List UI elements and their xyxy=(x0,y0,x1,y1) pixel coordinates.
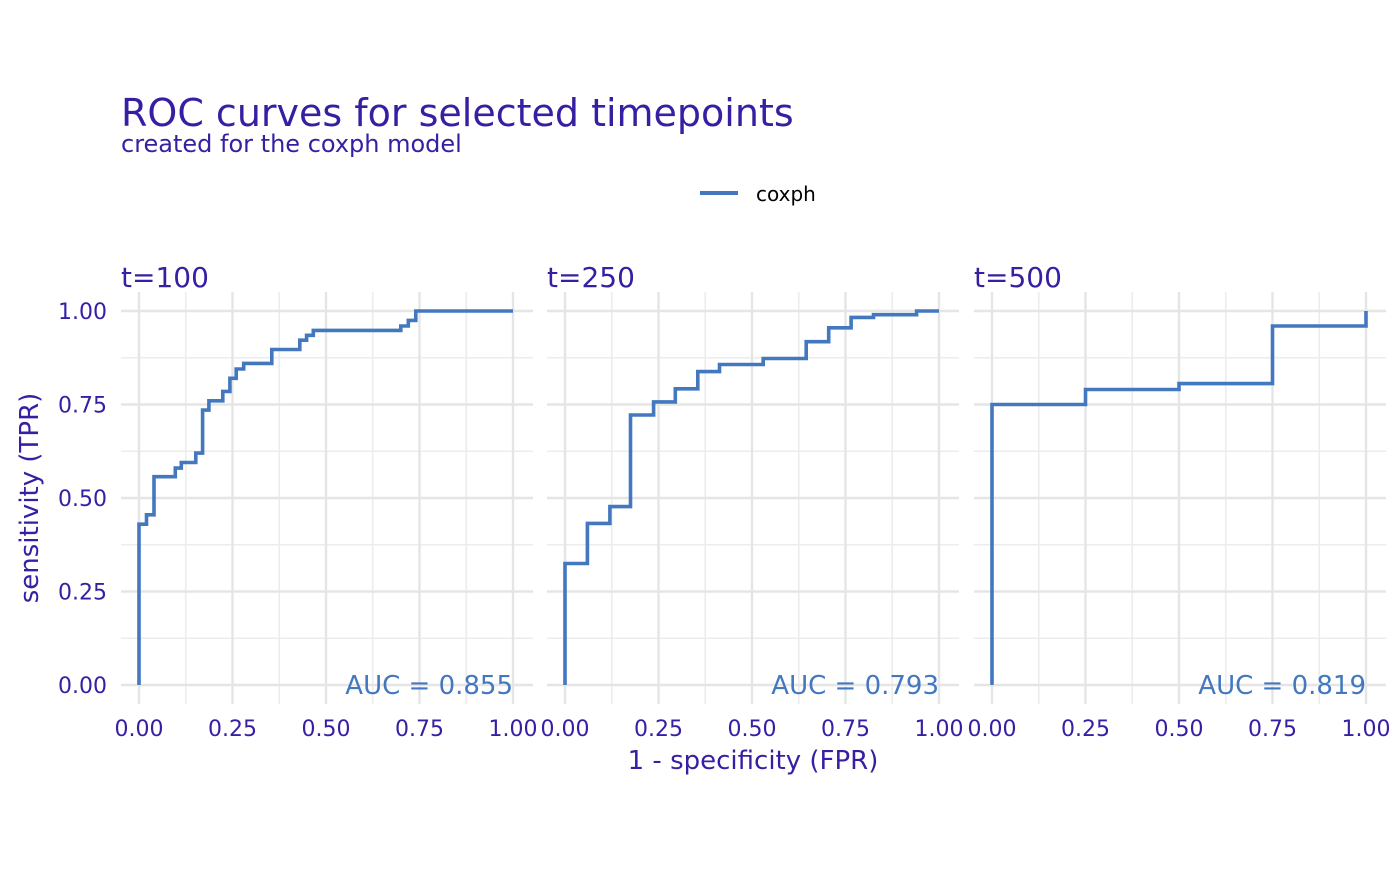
panel-label: t=100 xyxy=(121,261,209,294)
y-tick-label: 0.00 xyxy=(58,674,107,699)
legend: coxph xyxy=(700,182,816,206)
panel-label: t=500 xyxy=(974,261,1062,294)
panel-label: t=250 xyxy=(547,261,635,294)
x-tick-label: 0.25 xyxy=(208,717,257,742)
roc-curve-coxph xyxy=(137,309,513,685)
roc-curve-coxph xyxy=(990,311,1368,685)
y-tick-label: 0.25 xyxy=(58,581,107,606)
x-tick-label: 0.50 xyxy=(728,717,777,742)
x-tick-label: 0.00 xyxy=(968,717,1017,742)
auc-label: AUC = 0.819 xyxy=(1198,671,1366,701)
y-axis-title: sensitivity (TPR) xyxy=(15,393,45,604)
x-tick-label: 0.75 xyxy=(821,717,870,742)
auc-label: AUC = 0.793 xyxy=(771,671,939,701)
x-tick-label: 1.00 xyxy=(1342,717,1391,742)
x-tick-label: 1.00 xyxy=(489,717,538,742)
x-axis-title: 1 - specificity (FPR) xyxy=(628,746,879,776)
x-tick-label: 1.00 xyxy=(915,717,964,742)
x-tick-label: 0.25 xyxy=(634,717,683,742)
panels: t=100 0.00 0.25 0.50 0.75 1.00 AUC = 0.855 t=25… xyxy=(58,261,1390,742)
panel-t-500: t=500 0.00 0.25 0.50 0.75 1.00 AUC = 0.819 xyxy=(968,261,1391,742)
y-tick-label: 0.50 xyxy=(58,487,107,512)
x-tick-label: 0.75 xyxy=(1248,717,1297,742)
x-tick-label: 0.75 xyxy=(395,717,444,742)
auc-label: AUC = 0.855 xyxy=(345,671,513,701)
chart-subtitle: created for the coxph model xyxy=(121,130,462,158)
x-tick-label: 0.00 xyxy=(541,717,590,742)
y-tick-label: 1.00 xyxy=(58,300,107,325)
legend-label: coxph xyxy=(756,182,816,206)
x-tick-label: 0.50 xyxy=(302,717,351,742)
panel-t-250: t=250 0.00 0.25 0.50 0.75 1.00 AUC = 0.793 xyxy=(541,261,964,742)
roc-curve-coxph xyxy=(563,309,939,685)
x-tick-label: 0.25 xyxy=(1061,717,1110,742)
x-tick-label: 0.50 xyxy=(1155,717,1204,742)
x-tick-label: 0.00 xyxy=(115,717,164,742)
panel-t-100: t=100 0.00 0.25 0.50 0.75 1.00 AUC = 0.855 xyxy=(115,261,538,742)
chart-title: ROC curves for selected timepoints xyxy=(121,91,794,135)
y-tick-label: 0.75 xyxy=(58,394,107,419)
